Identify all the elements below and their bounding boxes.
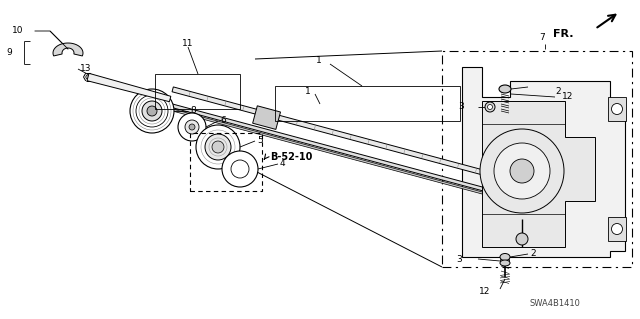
Circle shape [494, 143, 550, 199]
Circle shape [212, 141, 224, 153]
Bar [155, 74, 240, 109]
Circle shape [516, 233, 528, 245]
Circle shape [231, 160, 249, 178]
Circle shape [142, 101, 162, 121]
Circle shape [500, 256, 509, 265]
Text: 9: 9 [6, 48, 12, 57]
Text: 1: 1 [316, 56, 322, 65]
Polygon shape [253, 106, 280, 130]
Circle shape [86, 75, 90, 79]
Text: 1: 1 [305, 86, 311, 95]
Text: 6: 6 [220, 116, 226, 125]
Text: 8: 8 [190, 107, 196, 115]
Circle shape [196, 125, 240, 169]
Text: 12: 12 [479, 286, 490, 295]
Text: 10: 10 [12, 26, 24, 35]
Polygon shape [53, 43, 83, 56]
Circle shape [611, 224, 623, 234]
Circle shape [178, 113, 206, 141]
Bar [275, 86, 460, 121]
Circle shape [488, 105, 493, 109]
Polygon shape [168, 103, 507, 197]
Circle shape [130, 89, 174, 133]
Text: 12: 12 [562, 93, 573, 101]
Polygon shape [167, 108, 506, 200]
Polygon shape [482, 101, 595, 247]
Circle shape [205, 134, 231, 160]
Polygon shape [462, 67, 625, 257]
Polygon shape [491, 174, 510, 197]
Text: 3: 3 [458, 102, 464, 112]
Circle shape [480, 129, 564, 213]
Text: FR.: FR. [553, 29, 573, 39]
Circle shape [185, 120, 199, 134]
Bar [608, 97, 626, 121]
Circle shape [485, 102, 495, 112]
Text: B-52-10: B-52-10 [270, 152, 312, 162]
Text: 2: 2 [555, 86, 561, 95]
Circle shape [136, 95, 168, 127]
Bar [442, 51, 632, 267]
Circle shape [189, 124, 195, 130]
Text: SWA4B1410: SWA4B1410 [530, 300, 581, 308]
Text: 13: 13 [80, 64, 92, 73]
Circle shape [147, 106, 157, 116]
Text: 4: 4 [280, 160, 285, 168]
Text: 3: 3 [456, 255, 462, 263]
Ellipse shape [500, 260, 510, 266]
Bar [190, 133, 262, 191]
Polygon shape [87, 73, 171, 102]
Text: 11: 11 [182, 40, 193, 48]
Text: 5: 5 [257, 137, 263, 145]
Circle shape [222, 151, 258, 187]
Bar [608, 217, 626, 241]
Text: 7: 7 [539, 33, 545, 41]
Circle shape [510, 159, 534, 183]
Ellipse shape [500, 254, 510, 261]
Circle shape [611, 103, 623, 115]
Ellipse shape [499, 85, 511, 93]
Text: 2: 2 [530, 249, 536, 258]
Polygon shape [172, 87, 511, 182]
